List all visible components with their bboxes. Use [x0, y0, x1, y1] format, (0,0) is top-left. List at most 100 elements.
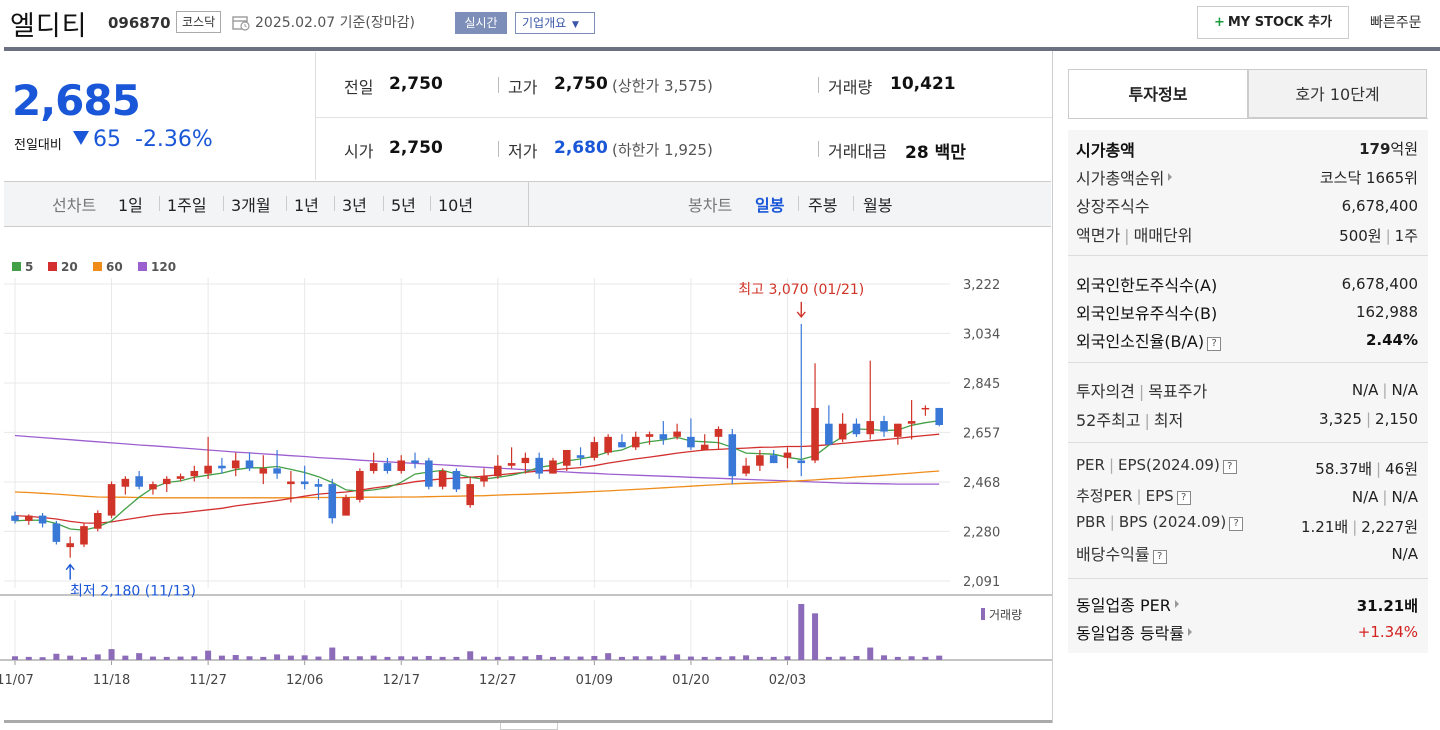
- header-divider: [4, 47, 1440, 51]
- quick-order-link[interactable]: 빠른주문: [1370, 15, 1422, 31]
- mktcap-value: 179억원: [1359, 138, 1418, 159]
- candle-body: [756, 455, 764, 466]
- volume-bar: [825, 656, 832, 660]
- annotation-high: 최고 3,070 (01/21): [738, 282, 864, 298]
- price-change: 65: [93, 127, 121, 152]
- candle-body: [438, 470, 447, 487]
- dividend-text: 배당수익률: [1076, 545, 1150, 564]
- candle-period-1[interactable]: 주봉: [808, 196, 838, 215]
- separator: [223, 196, 224, 211]
- volume-bar: [343, 656, 350, 660]
- help-icon[interactable]: ?: [1229, 517, 1244, 531]
- candle-body: [66, 543, 74, 548]
- candle-body: [452, 470, 461, 490]
- mktcap-rank-label: 시가총액순위: [1076, 169, 1165, 188]
- annotation-low: 최저 2,180 (11/13): [70, 584, 196, 600]
- candle-body: [287, 481, 295, 485]
- price-change-rate: -2.36%: [135, 127, 213, 152]
- legend-label-5: 5: [25, 260, 33, 274]
- ma5-line: [14, 419, 940, 531]
- trade-unit-value: 1주: [1394, 227, 1418, 245]
- volume-legend-label: 거래량: [989, 608, 1022, 622]
- legend-label-120: 120: [151, 260, 176, 274]
- help-icon[interactable]: ?: [1176, 491, 1191, 505]
- separator: [430, 196, 431, 211]
- industry-per-label: 동일업종 PER: [1076, 596, 1171, 615]
- period-1[interactable]: 1주일: [167, 196, 207, 215]
- opinion-target-label: 투자의견 | 목표주가: [1076, 382, 1208, 401]
- candle-body: [742, 465, 750, 474]
- candle-body: [204, 465, 212, 474]
- volume-bar: [494, 656, 501, 660]
- low-value: 2,680: [554, 138, 608, 158]
- realtime-button[interactable]: 실시간: [455, 12, 507, 34]
- mktcap-unit: 억원: [1390, 140, 1418, 158]
- candle-body: [783, 452, 792, 458]
- volume-bar: [329, 647, 336, 660]
- help-icon[interactable]: ?: [1222, 460, 1237, 474]
- candle-body: [259, 468, 268, 474]
- open-value: 2,750: [389, 138, 443, 158]
- company-profile-dropdown[interactable]: 기업개요 ▼: [515, 12, 595, 34]
- volume-bar: [577, 656, 584, 660]
- candle-body: [218, 465, 226, 469]
- period-0[interactable]: 1일: [118, 196, 143, 215]
- industry-per-link[interactable]: 동일업종 PER: [1076, 592, 1179, 616]
- period-3[interactable]: 1년: [294, 196, 319, 215]
- volume-bar: [163, 656, 170, 660]
- period-5[interactable]: 5년: [391, 196, 416, 215]
- tab-order-book[interactable]: 호가 10단계: [1248, 69, 1427, 118]
- help-icon[interactable]: ?: [1207, 337, 1222, 351]
- volume-bar: [412, 656, 419, 660]
- as-of-date: 2025.02.07 기준(장마감): [255, 15, 415, 31]
- x-tick-label: 11/27: [189, 673, 226, 688]
- candle-body: [494, 465, 502, 477]
- volume-bar: [618, 656, 625, 660]
- y-tick-label: 2,280: [963, 525, 1000, 540]
- candle-body: [149, 484, 157, 490]
- par-unit-value: 500원 | 1주: [1339, 227, 1418, 245]
- volume-bar: [218, 655, 225, 660]
- stock-header: 엘디티 096870 코스닥 2025.02.07 기준(장마감) 실시간 기업…: [0, 0, 1440, 48]
- legend-label-60: 60: [106, 260, 123, 274]
- period-2[interactable]: 3개월: [231, 196, 271, 215]
- group-divider: [1068, 362, 1428, 363]
- period-4[interactable]: 3년: [342, 196, 367, 215]
- week52-high-value: 3,325: [1319, 410, 1362, 428]
- separator: [334, 196, 335, 211]
- volume-bar: [591, 655, 598, 660]
- add-mystock-button[interactable]: + MY STOCK 추가: [1197, 6, 1349, 39]
- x-tick-label: 11/18: [93, 673, 130, 688]
- candle-body: [825, 423, 833, 445]
- dividend-value: N/A: [1391, 545, 1418, 563]
- mktcap-rank-link[interactable]: 시가총액순위: [1076, 165, 1173, 189]
- volume-bar: [94, 654, 101, 660]
- candle-body: [25, 515, 33, 521]
- bps-label: BPS (2024.09): [1118, 513, 1227, 531]
- scroll-handle[interactable]: [500, 723, 558, 730]
- mktcap-label: 시가총액: [1076, 141, 1135, 160]
- candle-body: [245, 460, 254, 469]
- volume-bar: [384, 656, 391, 660]
- candle-period-2[interactable]: 월봉: [863, 196, 893, 215]
- candle-body: [935, 407, 943, 426]
- volume-bar: [756, 656, 763, 660]
- amount-unit: 백만: [934, 143, 966, 163]
- par-unit-label: 액면가 | 매매단위: [1076, 226, 1193, 245]
- foreign-hold-label: 외국인보유주식수(B): [1076, 304, 1218, 323]
- candle-body: [328, 484, 337, 519]
- period-6[interactable]: 10년: [438, 196, 474, 215]
- x-tick-label: 11/07: [0, 673, 34, 688]
- candle-body: [562, 449, 571, 466]
- est-eps-value: N/A: [1391, 488, 1418, 506]
- foreign-rate-text: 외국인소진율(B/A): [1076, 332, 1205, 351]
- legend-swatch-120: [138, 262, 147, 271]
- foreign-rate-label: 외국인소진율(B/A)?: [1076, 328, 1222, 352]
- tab-invest-info[interactable]: 투자정보: [1068, 69, 1248, 118]
- industry-rate-link[interactable]: 동일업종 등락률: [1076, 620, 1193, 644]
- candle-body: [52, 523, 61, 542]
- candle-period-0[interactable]: 일봉: [755, 196, 785, 215]
- opinion-value: N/A: [1351, 381, 1379, 399]
- help-icon[interactable]: ?: [1152, 550, 1167, 564]
- candle-body: [590, 442, 599, 458]
